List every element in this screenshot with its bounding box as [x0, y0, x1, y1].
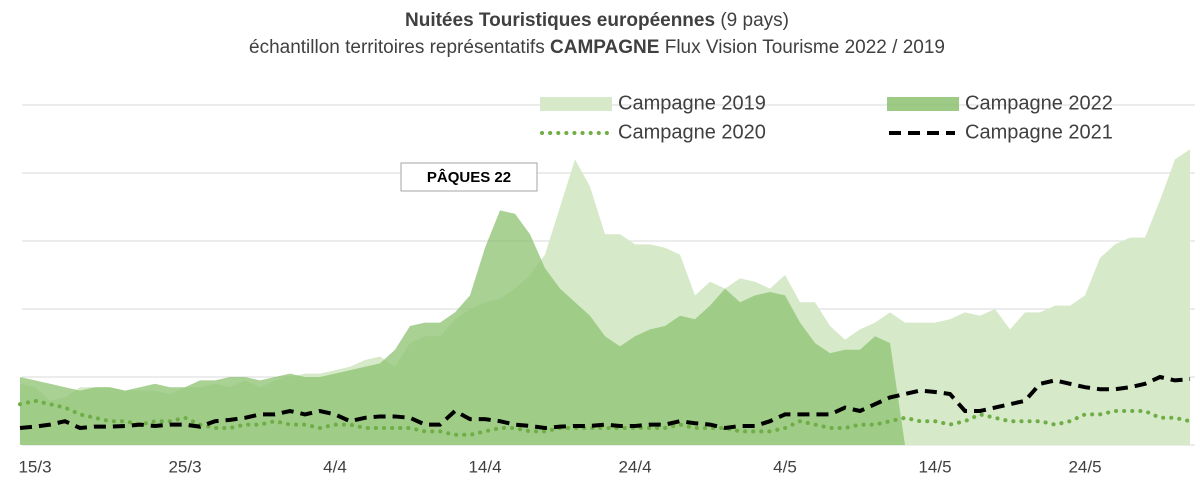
x-tick-label: 4/4 [323, 457, 347, 476]
legend: Campagne 2019 Campagne 2022 Campagne 2020 C… [540, 92, 1113, 143]
x-tick-label: 14/5 [918, 457, 951, 476]
chart-title: Nuitées Touristiques européennes (9 pays… [405, 10, 789, 31]
chart-subtitle: échantillon territoires représentatifs C… [249, 37, 945, 58]
title-rest: (9 pays) [720, 10, 789, 31]
annotation: PÂQUES 22 [427, 168, 511, 186]
subtitle-bold: CAMPAGNE [550, 37, 659, 58]
x-axis: 15/3 25/3 4/4 14/4 24/4 4/5 14/5 24/5 [18, 457, 1101, 476]
x-tick-label: 4/5 [773, 457, 797, 476]
legend-label: Campagne 2021 [965, 121, 1113, 143]
plot [18, 149, 1192, 445]
x-tick-label: 15/3 [18, 457, 51, 476]
x-tick-label: 24/5 [1068, 457, 1101, 476]
legend-swatch [887, 97, 959, 111]
line [18, 398, 1192, 437]
legend-swatch [540, 97, 612, 111]
annotation-box [400, 162, 538, 192]
x-tick-label: 24/4 [618, 457, 651, 476]
area [20, 210, 905, 445]
x-tick-label: 25/3 [168, 457, 201, 476]
legend-label: Campagne 2020 [618, 121, 766, 143]
area [20, 149, 1190, 445]
subtitle-after: Flux Vision Tourisme 2022 / 2019 [665, 37, 945, 58]
legend-label: Campagne 2019 [618, 92, 766, 114]
line [19, 374, 1191, 431]
x-tick-label: 14/4 [468, 457, 501, 476]
subtitle-before: échantillon territoires représentatifs [249, 37, 545, 58]
legend-label: Campagne 2022 [965, 92, 1113, 114]
title-bold: Nuitées Touristiques européennes [405, 10, 715, 31]
